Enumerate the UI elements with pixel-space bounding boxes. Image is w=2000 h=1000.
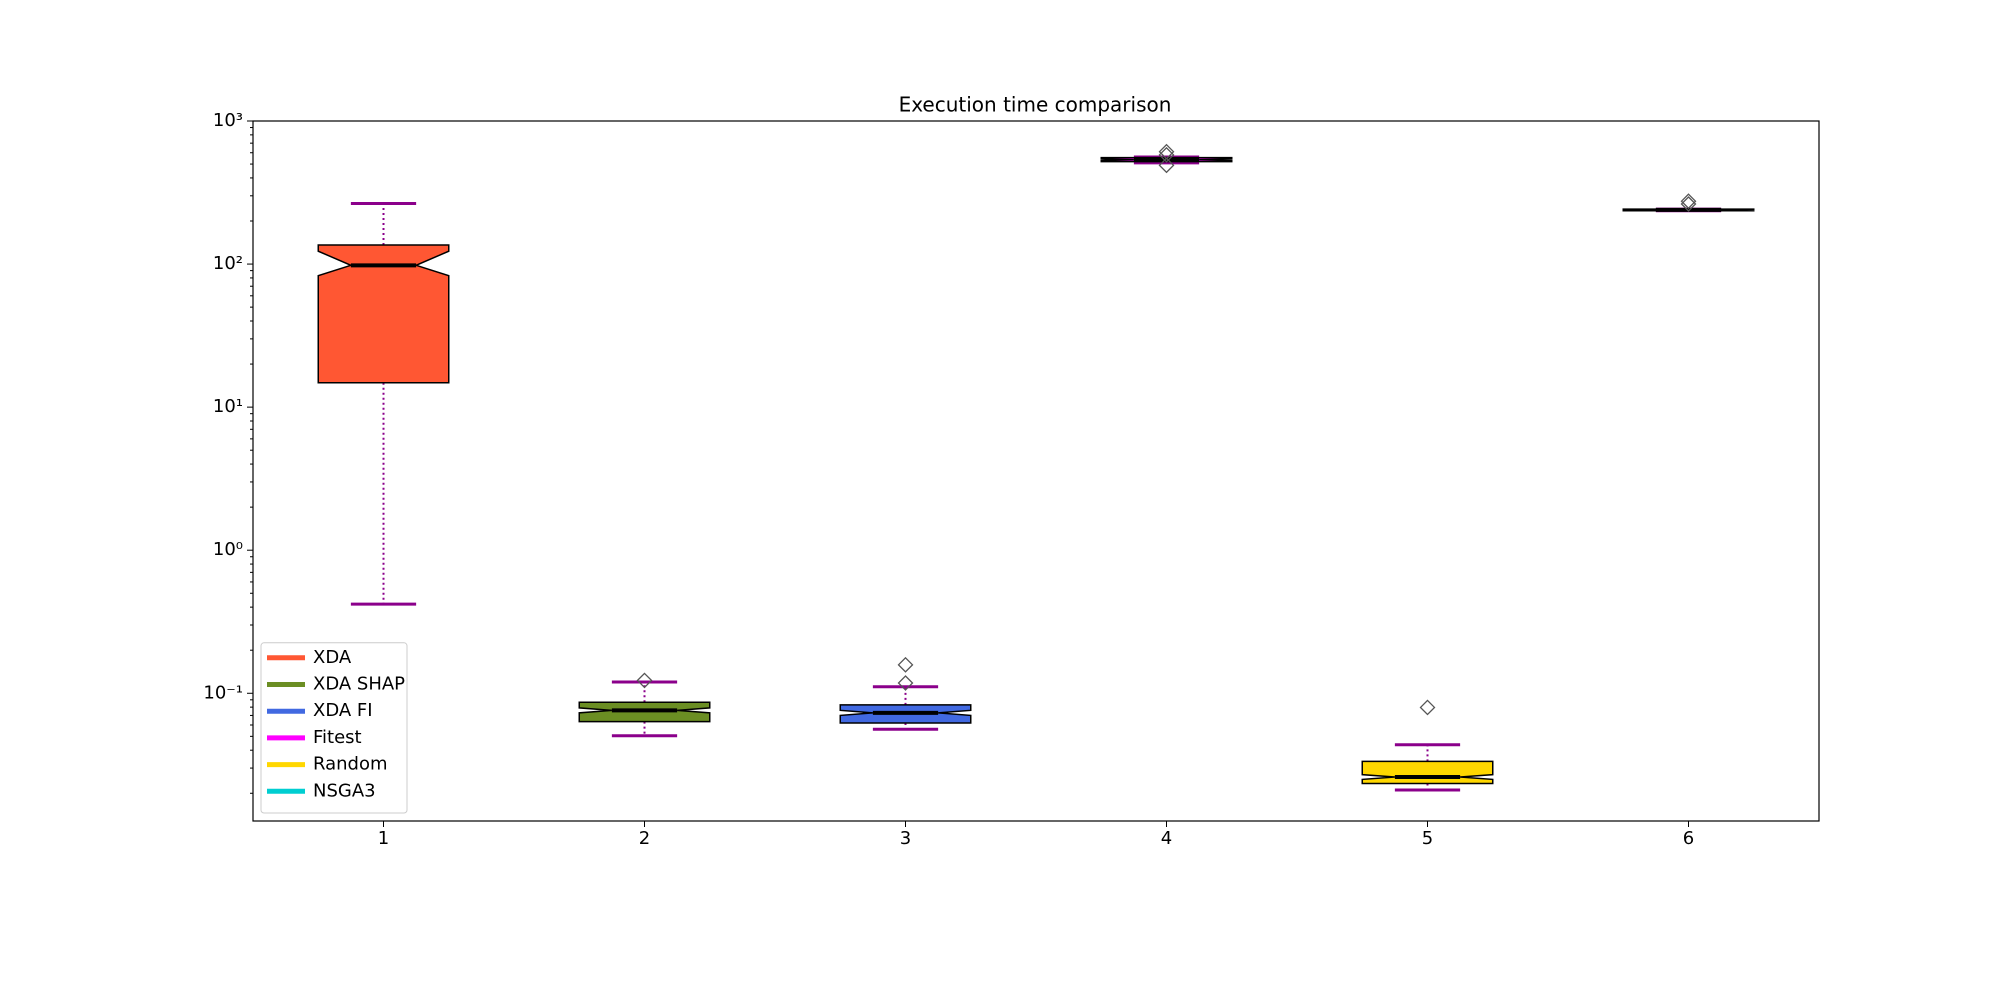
flier (897, 675, 914, 691)
x-tick-label: 3 (900, 828, 911, 849)
x-tick-label: 4 (1161, 828, 1172, 849)
chart-title: Execution time comparison (899, 93, 1172, 117)
y-tick-label: 10⁻¹ (203, 682, 243, 703)
flier (897, 656, 914, 673)
legend: XDA XDA SHAP XDA FI Fitest Random NSGA3 (260, 642, 408, 814)
flier (636, 672, 653, 689)
x-tick-label: 6 (1683, 828, 1694, 849)
y-tick-label: 10⁰ (213, 539, 243, 560)
flier (1158, 157, 1175, 174)
plot-frame (252, 120, 1820, 822)
legend-label: XDA SHAP (313, 674, 405, 695)
box (317, 244, 450, 384)
x-tick-label: 2 (639, 828, 650, 849)
legend-label: Random (313, 754, 388, 775)
y-tick-label: 10¹ (213, 396, 243, 417)
legend-label: XDA (313, 647, 352, 668)
flier (1158, 146, 1175, 163)
x-tick-label: 5 (1422, 828, 1433, 849)
legend-label: NSGA3 (313, 780, 376, 801)
flier (1680, 193, 1697, 210)
flier (1680, 196, 1697, 212)
legend-label: XDA FI (313, 700, 373, 721)
flier (1419, 699, 1436, 716)
y-tick-label: 10² (213, 253, 243, 274)
y-tick-label: 10³ (213, 110, 243, 131)
legend-label: Fitest (313, 727, 362, 748)
x-tick-label: 1 (378, 828, 389, 849)
box (1361, 760, 1494, 785)
